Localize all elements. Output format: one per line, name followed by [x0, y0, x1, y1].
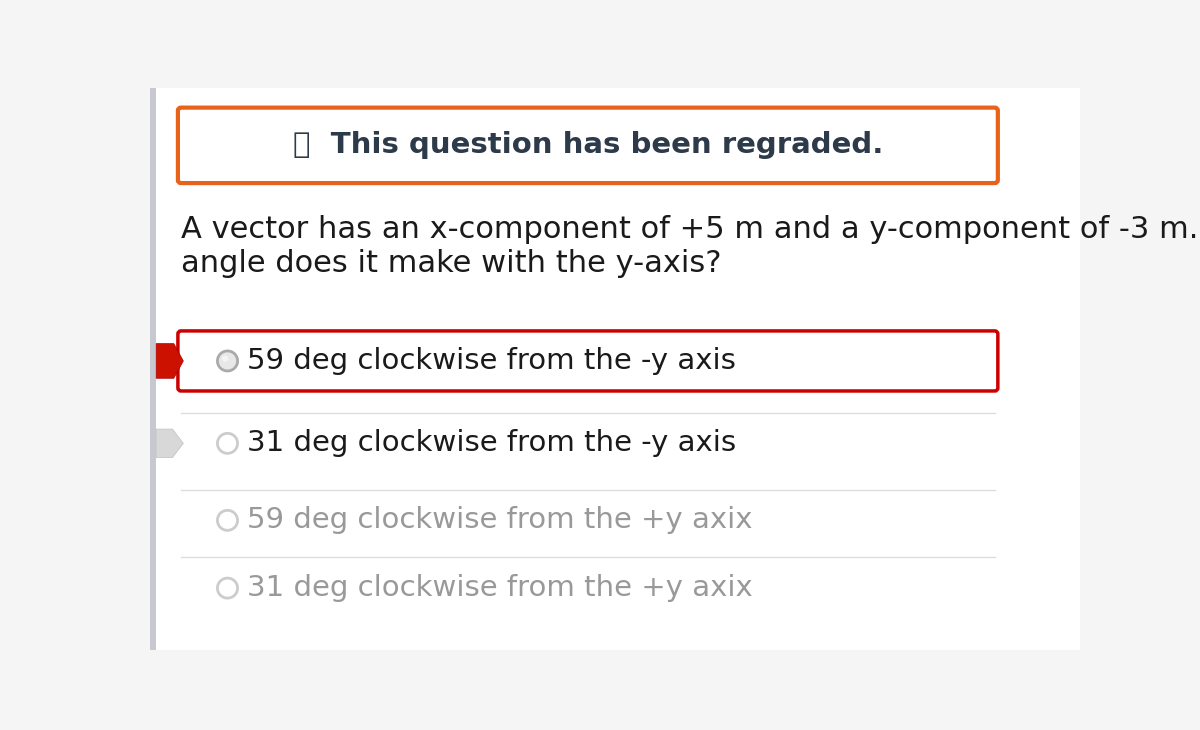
Text: 59 deg clockwise from the +y axix: 59 deg clockwise from the +y axix — [247, 507, 752, 534]
Polygon shape — [156, 429, 184, 458]
Circle shape — [217, 510, 238, 531]
Text: 59 deg clockwise from the -y axis: 59 deg clockwise from the -y axis — [247, 347, 736, 375]
Circle shape — [217, 434, 238, 453]
Polygon shape — [156, 344, 184, 378]
Text: angle does it make with the y-axis?: angle does it make with the y-axis? — [181, 250, 721, 278]
Circle shape — [222, 356, 228, 362]
FancyBboxPatch shape — [178, 107, 998, 183]
Circle shape — [217, 578, 238, 598]
FancyBboxPatch shape — [178, 331, 998, 391]
Text: A vector has an x-component of +5 m and a y-component of -3 m.  What: A vector has an x-component of +5 m and … — [181, 215, 1200, 244]
Circle shape — [217, 351, 238, 371]
Text: 31 deg clockwise from the +y axix: 31 deg clockwise from the +y axix — [247, 574, 752, 602]
Text: 31 deg clockwise from the -y axis: 31 deg clockwise from the -y axis — [247, 429, 736, 457]
Text: ⓘ  This question has been regraded.: ⓘ This question has been regraded. — [293, 131, 883, 159]
Bar — [150, 88, 156, 650]
